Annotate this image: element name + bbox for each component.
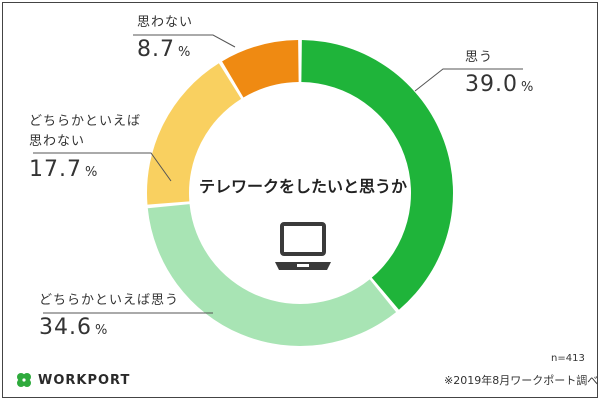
slice-category: 思わない — [137, 15, 194, 30]
slice-category: 思う — [465, 50, 494, 65]
slice-somewhat-agree — [147, 204, 397, 346]
slice-somewhat-disagree — [147, 63, 242, 205]
slice-unit: % — [520, 80, 534, 96]
slice-label-agree: 思う 39.0% — [465, 50, 534, 98]
slice-category-line1: どちらかといえば — [29, 114, 142, 129]
slice-value: 34.6 — [39, 315, 92, 341]
brand-logo: WORKPORT — [15, 371, 130, 389]
donut-chart — [33, 34, 523, 346]
brand-name: WORKPORT — [38, 372, 131, 388]
slice-agree — [301, 40, 454, 310]
slice-unit: % — [178, 45, 191, 61]
chart-title: テレワークをしたいと思うか — [198, 177, 407, 196]
leader-line-s0 — [414, 68, 523, 92]
slice-category: どちらかといえば思う — [39, 293, 180, 308]
donut-slices — [147, 40, 454, 346]
slice-value: 39.0 — [465, 72, 518, 98]
slice-label-somewhat-agree: どちらかといえば思う 34.6% — [39, 293, 180, 341]
leader-lines — [33, 34, 523, 314]
slice-value: 8.7 — [137, 37, 175, 63]
slice-label-somewhat-disagree: どちらかといえば 思わない 17.7% — [29, 114, 142, 182]
slice-disagree — [222, 40, 299, 98]
slice-unit: % — [84, 164, 98, 180]
leader-line-s2 — [33, 152, 172, 182]
slice-unit: % — [94, 323, 108, 339]
sample-size: n=413 — [551, 353, 585, 364]
laptop-icon — [275, 222, 331, 270]
slice-category-line2: 思わない — [29, 134, 86, 150]
slice-value: 17.7 — [29, 156, 82, 182]
slice-label-disagree: 思わない 8.7% — [137, 15, 194, 63]
leader-line-s3 — [133, 34, 236, 48]
four-leaf-clover-icon — [17, 373, 31, 387]
chart-frame: 思う 39.0% どちらかといえば思う 34.6% どちらかといえば 思わない … — [2, 2, 598, 398]
source-note: ※2019年8月ワークポート調べ — [444, 374, 599, 387]
